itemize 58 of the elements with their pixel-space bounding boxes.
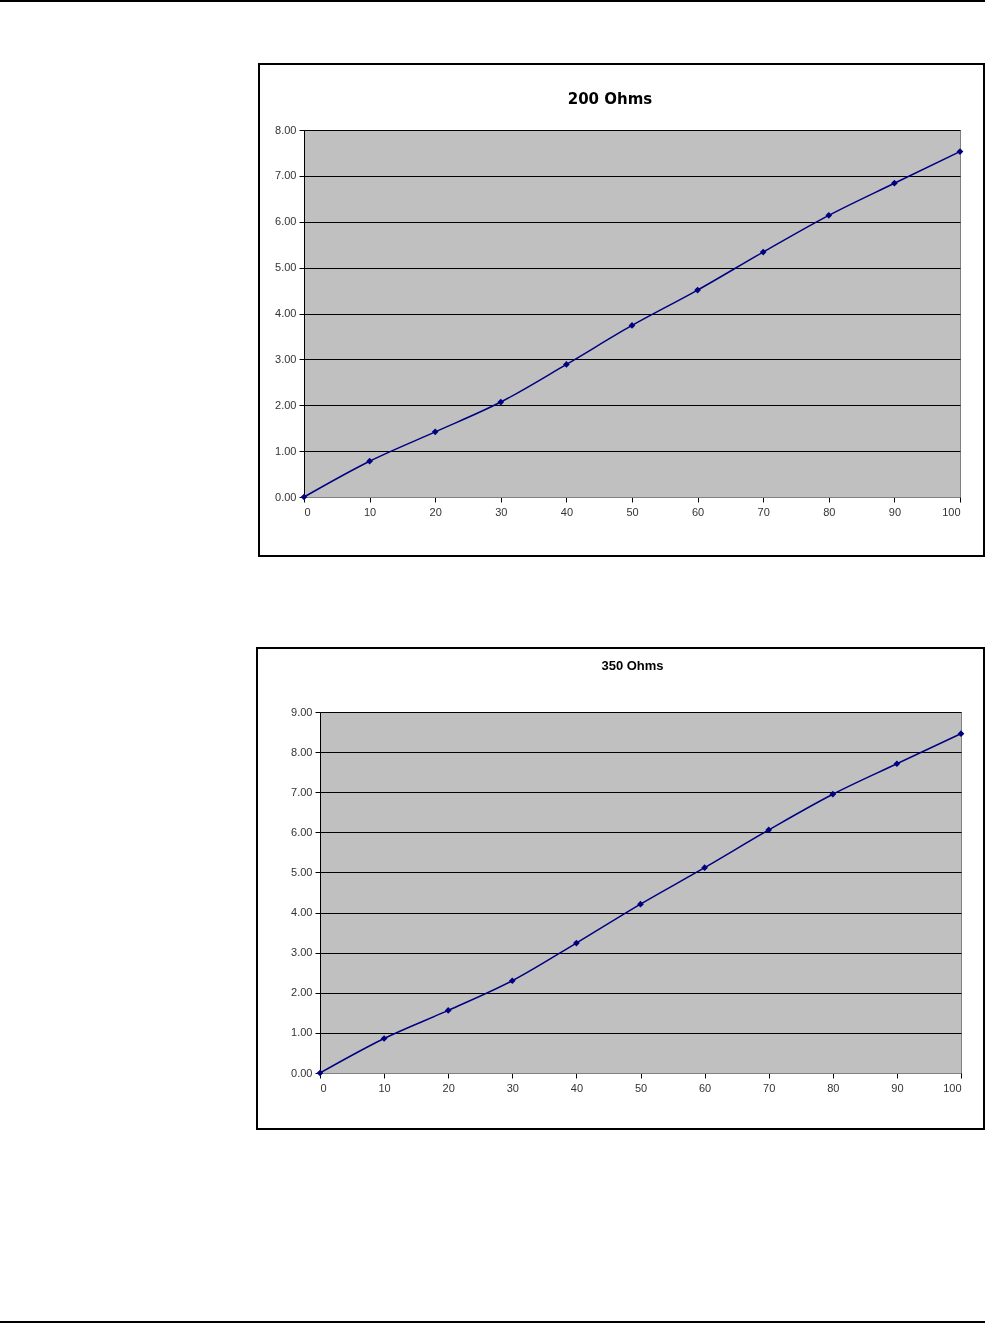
point bbox=[508, 977, 516, 985]
x-tick-label: 40 bbox=[560, 505, 574, 518]
y-tick-label: 7.00 bbox=[291, 785, 313, 798]
point bbox=[366, 457, 373, 465]
point bbox=[563, 361, 570, 368]
x-tick-label: 10 bbox=[363, 505, 377, 518]
y-tick-label: 1.00 bbox=[291, 1026, 313, 1039]
y-tick-label: 3.00 bbox=[291, 946, 313, 959]
point bbox=[694, 286, 701, 294]
x-tick-label: 50 bbox=[634, 1081, 648, 1094]
x-tick-label: 90 bbox=[891, 1081, 904, 1094]
x-tick-label: 70 bbox=[757, 505, 770, 518]
x-tick-label: 0 bbox=[320, 1081, 327, 1094]
x-tick-label: 50 bbox=[626, 505, 639, 518]
point bbox=[829, 790, 837, 798]
chart-title: 200 Ohms bbox=[567, 90, 653, 108]
x-tick-label: 80 bbox=[827, 1081, 840, 1094]
x-tick-label: 10 bbox=[378, 1081, 391, 1094]
point bbox=[444, 1007, 452, 1014]
x-tick-label: 20 bbox=[442, 1081, 455, 1094]
y-tick-label: 9.00 bbox=[291, 705, 313, 718]
y-tick-label: 4.00 bbox=[275, 307, 297, 319]
y-tick-label: 1.00 bbox=[275, 444, 297, 457]
y-tick-label: 8.00 bbox=[291, 745, 313, 758]
point bbox=[765, 826, 773, 834]
point bbox=[891, 179, 898, 187]
point bbox=[497, 398, 505, 406]
point bbox=[701, 864, 708, 871]
y-tick-label: 3.00 bbox=[275, 352, 297, 365]
point bbox=[825, 211, 833, 219]
point bbox=[759, 248, 767, 256]
x-tick-label: 80 bbox=[823, 505, 836, 518]
point bbox=[957, 730, 965, 738]
y-tick-label: 4.00 bbox=[291, 906, 313, 919]
x-tick-label: 60 bbox=[691, 505, 705, 518]
y-tick-label: 0.00 bbox=[275, 490, 297, 503]
y-tick-label: 6.00 bbox=[275, 215, 297, 228]
y-tick-label: 7.00 bbox=[275, 169, 297, 182]
x-tick-label: 60 bbox=[698, 1081, 712, 1094]
x-tick-label: 30 bbox=[495, 505, 508, 518]
y-tick-label: 2.00 bbox=[291, 986, 313, 999]
y-tick-label: 5.00 bbox=[275, 261, 297, 274]
point bbox=[431, 428, 439, 436]
x-tick-label: 0 bbox=[304, 505, 311, 518]
y-tick-label: 0.00 bbox=[291, 1066, 313, 1079]
y-tick-label: 6.00 bbox=[291, 825, 313, 838]
y-tick-label: 8.00 bbox=[275, 123, 297, 136]
y-tick-label: 5.00 bbox=[291, 865, 313, 878]
x-tick-label: 40 bbox=[570, 1081, 584, 1094]
x-tick-label: 20 bbox=[429, 505, 442, 518]
y-tick-label: 2.00 bbox=[275, 398, 297, 411]
x-tick-label: 100 bbox=[942, 505, 961, 518]
chart-title: 350 Ohms bbox=[601, 658, 664, 673]
x-tick-label: 100 bbox=[943, 1081, 962, 1094]
point bbox=[893, 760, 901, 768]
x-tick-label: 70 bbox=[763, 1081, 776, 1094]
x-tick-label: 90 bbox=[888, 505, 902, 518]
x-tick-label: 30 bbox=[506, 1081, 519, 1094]
